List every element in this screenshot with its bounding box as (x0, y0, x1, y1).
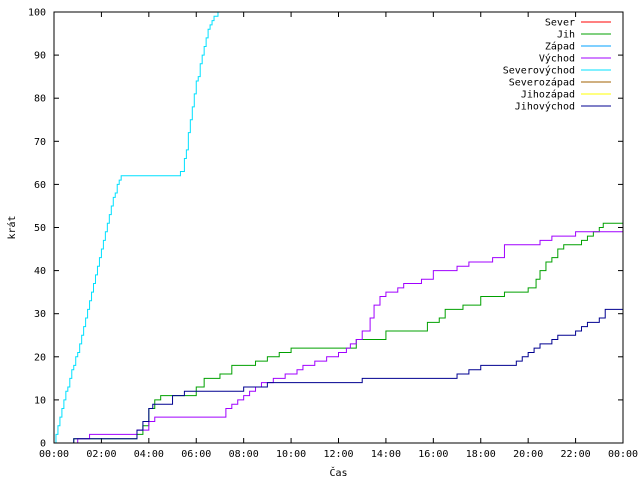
x-tick-label: 18:00 (466, 449, 496, 460)
y-tick-label: 100 (28, 8, 46, 19)
x-axis-ticks: 00:00 02:00 04:00 06:00 08:00 10:00 12:00 14:00… (39, 12, 638, 460)
y-tick-label: 0 (40, 439, 46, 450)
x-tick-label: 20:00 (513, 449, 543, 460)
x-tick-label: 16:00 (418, 449, 448, 460)
x-tick-label: 00:00 (608, 449, 638, 460)
x-tick-label: 14:00 (371, 449, 401, 460)
y-tick-label: 40 (34, 266, 46, 277)
x-tick-label: 04:00 (134, 449, 164, 460)
series-line-1 (54, 222, 623, 444)
legend: SeverJihZápadVýchodSeverovýchodSeverozáp… (503, 18, 611, 113)
y-tick-label: 80 (34, 94, 46, 105)
y-tick-label: 70 (34, 137, 46, 148)
y-tick-label: 60 (34, 180, 46, 191)
legend-label: Jihovýchod (515, 101, 575, 113)
plot-frame (53, 11, 624, 444)
x-tick-label: 10:00 (276, 449, 306, 460)
x-tick-label: 02:00 (86, 449, 116, 460)
series-line-7 (54, 308, 623, 444)
y-axis-ticks: 0 10 20 30 40 50 60 70 80 90 100 (28, 8, 623, 450)
legend-label: Západ (545, 41, 575, 53)
y-tick-label: 20 (34, 352, 46, 363)
series-line-3 (54, 231, 623, 444)
y-tick-label: 50 (34, 223, 46, 234)
legend-label: Severozápad (509, 77, 575, 89)
legend-label: Sever (545, 18, 575, 29)
series-line-4 (54, 11, 220, 444)
x-tick-label: 08:00 (229, 449, 259, 460)
legend-label: Východ (539, 53, 575, 65)
x-axis-label: Čas (329, 466, 347, 479)
y-tick-label: 10 (34, 395, 46, 406)
legend-label: Jihozápad (521, 89, 575, 101)
x-tick-label: 06:00 (181, 449, 211, 460)
y-tick-label: 30 (34, 309, 46, 320)
y-axis-label: krát (6, 215, 18, 239)
y-tick-label: 90 (34, 51, 46, 62)
x-tick-label: 00:00 (39, 449, 69, 460)
series-lines (54, 11, 623, 444)
x-tick-label: 12:00 (323, 449, 353, 460)
x-tick-label: 22:00 (561, 449, 591, 460)
legend-label: Severovýchod (503, 65, 575, 77)
legend-label: Jih (557, 30, 575, 41)
